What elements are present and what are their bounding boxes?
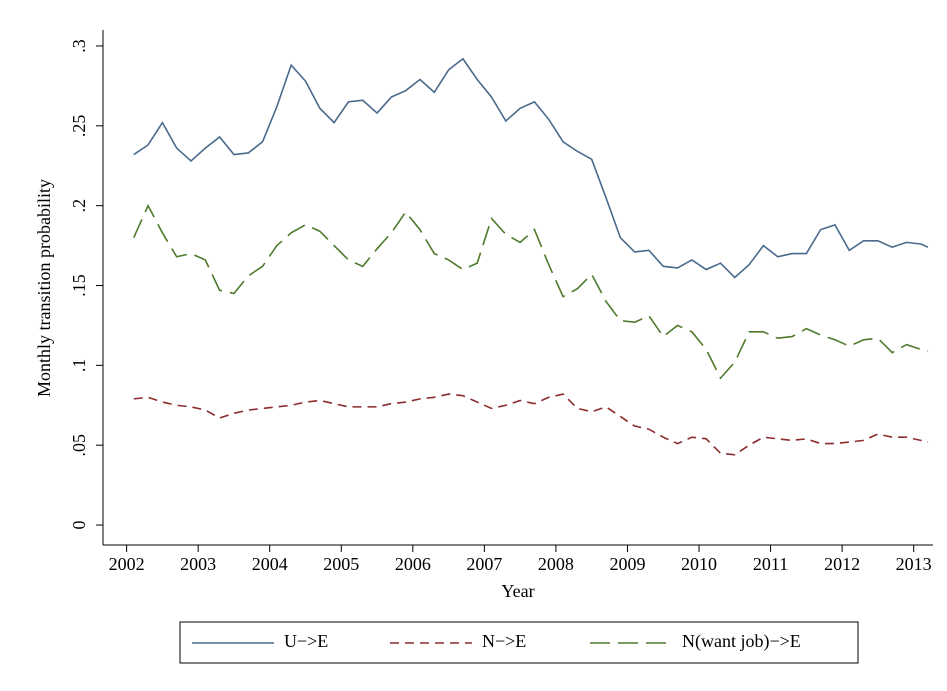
series-line xyxy=(133,393,929,456)
x-tick-label: 2008 xyxy=(538,554,574,574)
x-axis-label: Year xyxy=(501,581,534,601)
y-tick-label: .25 xyxy=(69,115,89,138)
legend-label: U−>E xyxy=(284,631,328,651)
x-tick-label: 2010 xyxy=(681,554,717,574)
x-tick-label: 2005 xyxy=(323,554,359,574)
legend-label: N(want job)−>E xyxy=(682,631,801,652)
x-tick-label: 2011 xyxy=(753,554,788,574)
series-line xyxy=(133,57,929,279)
y-tick-label: 0 xyxy=(69,521,89,530)
x-tick-label: 2006 xyxy=(395,554,431,574)
x-tick-label: 2003 xyxy=(180,554,216,574)
legend-label: N−>E xyxy=(482,631,526,651)
x-tick-label: 2012 xyxy=(824,554,860,574)
y-tick-label: .1 xyxy=(69,359,89,373)
x-tick-label: 2004 xyxy=(252,554,288,574)
x-tick-label: 2009 xyxy=(609,554,645,574)
x-tick-label: 2002 xyxy=(109,554,145,574)
y-tick-label: .3 xyxy=(69,39,89,53)
legend-box xyxy=(179,621,859,664)
y-tick-label: .15 xyxy=(69,274,89,297)
x-tick-label: 2013 xyxy=(896,554,932,574)
y-tick-label: .05 xyxy=(69,434,89,457)
y-axis-label: Monthly transition probability xyxy=(34,179,54,397)
x-tick-label: 2007 xyxy=(466,554,502,574)
series-line xyxy=(133,203,929,380)
y-tick-label: .2 xyxy=(69,199,89,213)
